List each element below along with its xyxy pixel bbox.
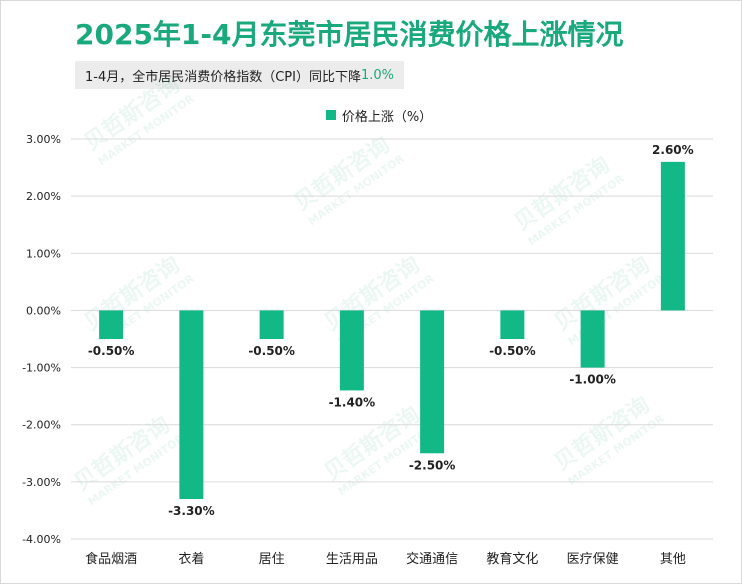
x-category-label: 衣着 [178,551,204,567]
data-label: -1.40% [329,395,376,409]
legend-swatch [325,110,336,120]
data-label: -1.00% [569,373,616,387]
x-category-label: 居住 [259,552,285,567]
x-category-label: 其他 [660,552,686,567]
bar [339,310,364,391]
y-tick-label: -4.00% [22,533,61,546]
data-label: -0.50% [489,344,536,358]
subtitle-text: 1-4月，全市居民消费价格指数（CPI）同比下降 [85,69,361,85]
y-tick-label: 3.00% [26,133,61,146]
bar [500,310,525,339]
subtitle-box: 1-4月，全市居民消费价格指数（CPI）同比下降 1.0% [75,61,405,89]
data-label: -0.50% [248,344,295,358]
bar [420,310,445,454]
y-tick-label: -2.00% [22,419,61,432]
y-tick-label: 0.00% [26,304,61,317]
x-category-label: 食品烟酒 [85,551,137,567]
data-label: -0.50% [88,344,135,358]
x-category-label: 教育文化 [486,551,538,567]
x-category-label: 医疗保健 [567,552,619,567]
bar [259,310,284,339]
bar [660,161,685,311]
bar [99,310,124,339]
data-label: -3.30% [168,504,215,518]
bar [179,310,204,499]
chart-title: 2025年1-4月东莞市居民消费价格上涨情况 [75,18,624,51]
legend-label: 价格上涨（%） [341,109,433,125]
bar [580,310,605,368]
y-tick-label: -3.00% [22,476,61,489]
x-category-label: 生活用品 [326,552,378,567]
y-tick-label: -1.00% [22,362,61,375]
data-label: 2.60% [652,143,694,157]
data-label: -2.50% [409,458,456,472]
x-category-label: 交通通信 [406,551,458,567]
y-tick-label: 2.00% [26,190,61,203]
subtitle-highlight: 1.0% [360,67,395,83]
legend: 价格上涨（%） [1,105,742,125]
y-tick-label: 1.00% [26,247,61,260]
